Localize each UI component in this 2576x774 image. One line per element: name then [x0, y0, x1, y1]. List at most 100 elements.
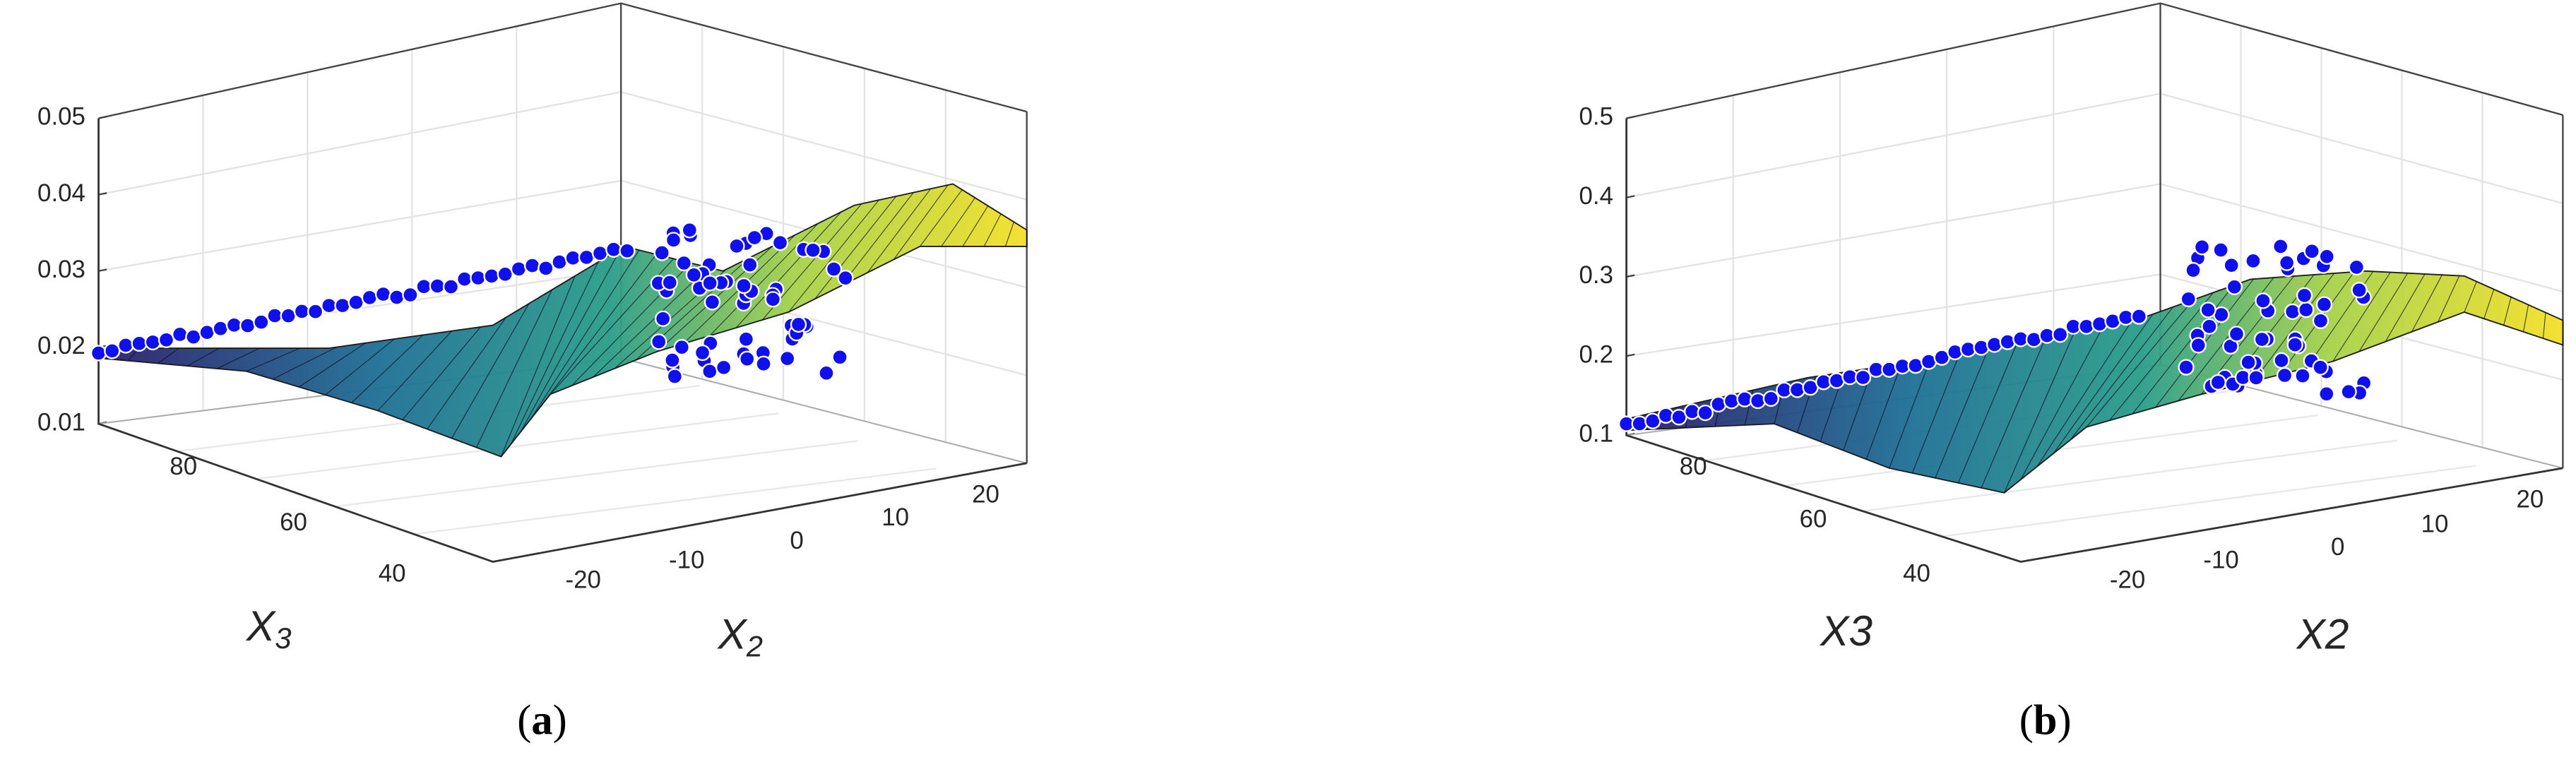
axis-line: [97, 118, 1027, 563]
surface-mesh: [1004, 222, 1014, 247]
sample-point: [2318, 248, 2335, 265]
z-tick-label: 0.04: [37, 179, 85, 207]
sample-point: [470, 269, 487, 287]
sample-point: [253, 314, 270, 331]
x2-tick-label: 10: [2421, 511, 2449, 538]
sample-point: [779, 350, 796, 367]
sample-point: [2201, 318, 2218, 335]
sample-point: [172, 326, 189, 343]
sample-point: [666, 368, 683, 385]
x2-axis-label-text: X: [716, 609, 748, 657]
sample-point: [388, 289, 405, 306]
surface-mesh: [841, 192, 914, 287]
sample-point: [1788, 381, 1806, 398]
x3-tick-label: 60: [1800, 506, 1827, 533]
sample-point: [2091, 316, 2108, 333]
grid-line: [98, 91, 1027, 201]
grid-line: [335, 440, 858, 508]
sample-point: [2273, 352, 2290, 369]
surface-mesh: [351, 334, 424, 403]
sample-point: [771, 234, 789, 251]
axis-line: [1625, 118, 2563, 563]
sample-point: [266, 307, 283, 324]
grid-line: [1626, 93, 2563, 204]
sample-point: [764, 291, 781, 308]
sample-point: [664, 352, 681, 369]
sample-point: [2318, 386, 2335, 403]
surface-mesh: [893, 184, 949, 260]
surface-mesh: [2020, 326, 2103, 480]
z-tick-label: 0.4: [1579, 182, 1613, 210]
surface-mesh: [475, 290, 553, 448]
surface-mesh: [157, 347, 179, 364]
sample-point: [737, 331, 754, 347]
surface-mesh: [2086, 299, 2194, 428]
grid-line: [256, 412, 779, 480]
sample-point: [2298, 301, 2315, 318]
sample-point: [1986, 336, 2003, 353]
tick: [1626, 353, 1635, 357]
sample-point: [818, 364, 835, 381]
surface-mesh: [2070, 306, 2174, 441]
sample-point: [564, 249, 581, 266]
sample-point: [728, 237, 745, 255]
sample-point: [673, 339, 690, 356]
sample-point: [374, 285, 392, 303]
sample-point: [2212, 242, 2229, 258]
z-tick-label: 0.1: [1579, 420, 1613, 448]
x2-axis-label: X2: [716, 609, 763, 662]
sample-point: [701, 363, 718, 380]
sample-point: [578, 249, 595, 266]
sample-point: [402, 286, 419, 304]
surface-mesh: [2385, 273, 2426, 343]
sample-point: [212, 320, 229, 337]
sample-point: [755, 355, 772, 372]
sample-point: [1999, 333, 2016, 350]
sample-point: [805, 242, 821, 258]
x2-tick-label: -20: [2110, 566, 2145, 594]
grid-line: [1863, 439, 2397, 512]
axis-box: [1626, 2, 2563, 119]
sample-point: [442, 278, 460, 295]
sample-point: [675, 254, 692, 272]
sample-point: [2052, 326, 2069, 343]
panel-label: (a): [517, 697, 567, 744]
x3-axis-label: X3: [1819, 607, 1872, 655]
sample-point: [831, 349, 848, 366]
sample-point: [2209, 374, 2226, 391]
surface-mesh: [427, 317, 506, 429]
surface-mesh: [1911, 355, 1960, 474]
sample-point: [361, 289, 378, 306]
surface-mesh: [2411, 274, 2443, 333]
sample-point: [456, 270, 473, 287]
sample-point: [2296, 287, 2313, 304]
panel-label-open: (: [2019, 697, 2034, 744]
sample-point: [1631, 415, 1648, 432]
surface-mesh: [593, 267, 708, 378]
sample-point: [2279, 254, 2296, 271]
surface-mesh: [2358, 273, 2409, 352]
surface-mesh: [2503, 297, 2512, 326]
sample-point: [665, 232, 682, 249]
sample-point: [321, 297, 338, 314]
sample-point: [348, 294, 364, 311]
sample-point: [2315, 296, 2333, 313]
surface-mesh: [2332, 272, 2391, 362]
x2-axis-label-text: X2: [2296, 609, 2349, 657]
surface-mesh: [941, 197, 975, 247]
surface-mesh: [788, 199, 879, 313]
sample-point: [1697, 404, 1714, 422]
surface-mesh: [246, 347, 300, 372]
grid-line: [98, 2, 1027, 119]
sample-point: [2272, 238, 2289, 255]
sample-point: [2240, 354, 2257, 371]
surface-mesh: [2522, 304, 2529, 332]
sample-point: [653, 244, 670, 261]
sample-point: [497, 266, 514, 282]
surface-mesh: [2483, 289, 2495, 319]
x3-axis-label-text: X: [245, 602, 277, 650]
sample-point: [2193, 239, 2211, 256]
surface-mesh: [2438, 275, 2460, 323]
